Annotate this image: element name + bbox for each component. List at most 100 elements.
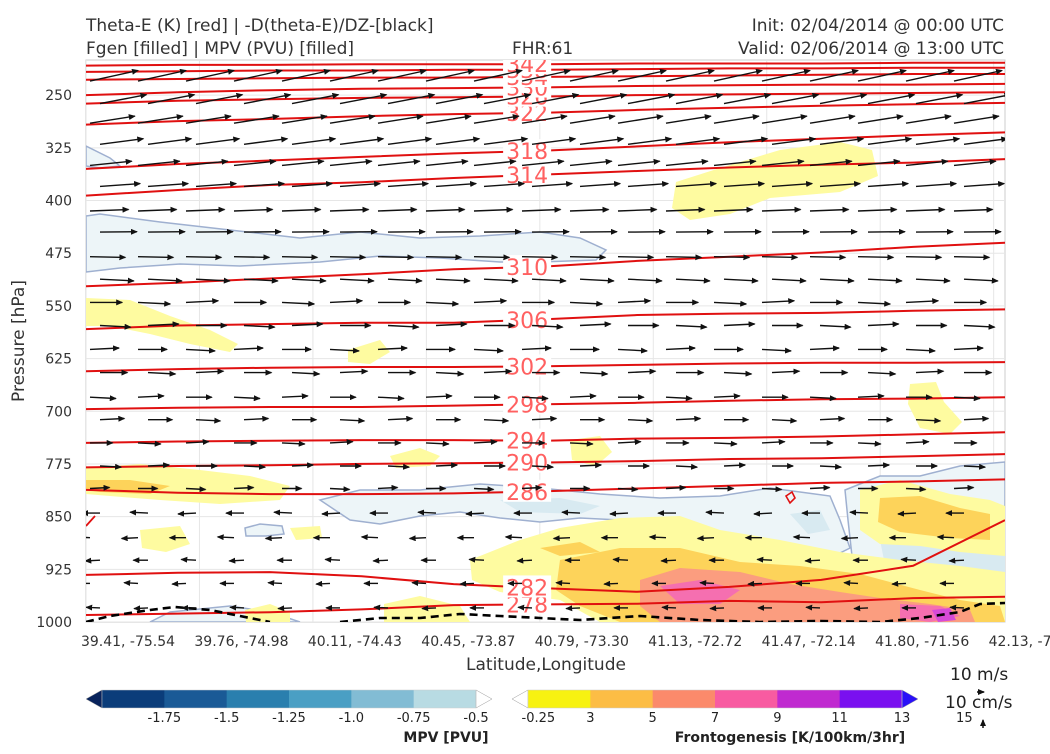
theta-e-label: 290 [506, 452, 548, 477]
wind-vector [325, 559, 340, 560]
wind-vector [234, 488, 254, 489]
theta-e-label: 306 [506, 309, 548, 334]
wind-vector [90, 257, 125, 258]
mpv-colorbar-label: -0.75 [397, 711, 431, 726]
wind-vector [518, 607, 532, 608]
x-tick-label: 40.45, -73.87 [421, 634, 515, 650]
x-axis-label: Latitude,Longitude [466, 655, 626, 675]
wind-vector [124, 583, 138, 584]
wind-vector [148, 465, 169, 466]
y-tick-label: 775 [45, 457, 72, 473]
header-forecast-hour: FHR:61 [512, 39, 573, 59]
x-tick-label: 39.76, -74.98 [194, 634, 288, 650]
header-init-time: Init: 02/04/2014 @ 00:00 UTC [752, 16, 1004, 36]
theta-e-label: 302 [506, 355, 548, 380]
mpv-colorbar-segment [289, 690, 352, 708]
fgen-colorbar-segment [590, 690, 653, 708]
x-tick-label: 41.13, -72.72 [648, 634, 742, 650]
mpv-colorbar-segment [164, 690, 227, 708]
wind-vector [754, 513, 772, 514]
wind-vector [362, 537, 378, 538]
mpv-colorbar-label: -1.0 [339, 711, 364, 726]
wind-vector [230, 607, 244, 608]
wind-vector [474, 489, 494, 490]
wind-vector [810, 488, 830, 489]
wind-vector [410, 538, 426, 539]
mpv-colorbar-segment [414, 690, 477, 708]
wind-vector [762, 489, 782, 490]
wind-vector [266, 538, 282, 539]
header-valid-time: Valid: 02/06/2014 @ 13:00 UTC [738, 39, 1004, 59]
fgen-colorbar-segment [528, 690, 591, 708]
mpv-colorbar: -1.75-1.5-1.25-1.0-0.75-0.5-0.25 [86, 690, 555, 726]
mpv-colorbar-segment [351, 690, 414, 708]
wind-vector [186, 489, 206, 490]
y-tick-label: 1000 [36, 615, 72, 631]
y-tick-label: 250 [45, 88, 72, 104]
mpv-colorbar-label: -0.5 [463, 711, 488, 726]
theta-e-label: 310 [506, 256, 548, 281]
wind-vector [570, 257, 605, 258]
wind-vector [74, 537, 90, 538]
wind-vector [556, 583, 570, 584]
wind-vector [954, 257, 989, 258]
wind-vector [178, 513, 196, 514]
x-tick-label: 40.11, -74.43 [308, 634, 402, 650]
wind-vector [806, 607, 820, 608]
wind-vector [373, 560, 388, 561]
wind-vector [138, 257, 173, 258]
y-tick-label: 925 [45, 562, 72, 578]
mpv-colorbar-label: -1.5 [214, 711, 239, 726]
wind-vector [460, 583, 474, 584]
x-tick-label: 42.13, -70.97 [989, 634, 1050, 650]
mpv-colorbar-segment [227, 690, 290, 708]
wind-vector [378, 257, 413, 258]
wind-vector [949, 560, 964, 561]
wind-vector [130, 512, 148, 513]
wind-vector [842, 538, 858, 539]
wind-vector [938, 537, 954, 538]
wind-vector [757, 559, 772, 560]
wind-vector [172, 583, 186, 584]
fgen-colorbar-label: 11 [831, 711, 848, 726]
wind-vector [662, 607, 676, 608]
wind-vector [805, 560, 820, 561]
fgen-colorbar-title: Frontogenesis [K/100km/3hr] [675, 730, 905, 746]
wind-vector [762, 257, 797, 258]
y-tick-label: 475 [45, 246, 72, 262]
fgen-colorbar-segment [840, 690, 903, 708]
y-tick-label: 550 [45, 299, 72, 315]
fgen-colorbar-label: 5 [649, 711, 657, 726]
fgen-colorbar-min-extend [512, 690, 528, 708]
wind-vector [268, 583, 282, 584]
fgen-colorbar-segment [653, 690, 716, 708]
wind-vector [90, 488, 110, 489]
wind-vector [580, 465, 601, 466]
wind-vector [901, 559, 916, 560]
wind-vector [186, 257, 221, 258]
wind-vector [418, 512, 436, 513]
wind-vector [316, 583, 330, 584]
wind-vector [282, 257, 317, 258]
y-tick-label: 625 [45, 352, 72, 368]
wind-vector [218, 537, 234, 538]
wind-vector [661, 560, 676, 561]
wind-vector [748, 583, 762, 584]
wind-vector [950, 607, 964, 608]
fgen-colorbar-max-extend [902, 690, 918, 708]
wind-vector [474, 257, 509, 258]
fgen-colorbar-label: 3 [586, 711, 594, 726]
wind-vector [278, 608, 292, 609]
fgen-colorbar-label: 13 [894, 711, 911, 726]
x-tick-label: 41.47, -72.14 [762, 634, 856, 650]
x-tick-label: 39.41, -75.54 [81, 634, 175, 650]
wind-vector [469, 559, 484, 560]
wind-vector [714, 257, 749, 258]
wind-vector [613, 559, 628, 560]
wind-vector [794, 537, 810, 538]
wind-vector [566, 608, 580, 609]
x-axis-ticks: 39.41, -75.54 39.76, -74.98 40.11, -74.43 4… [81, 634, 1050, 650]
wind-vector [906, 257, 941, 258]
wind-vector [85, 560, 100, 561]
